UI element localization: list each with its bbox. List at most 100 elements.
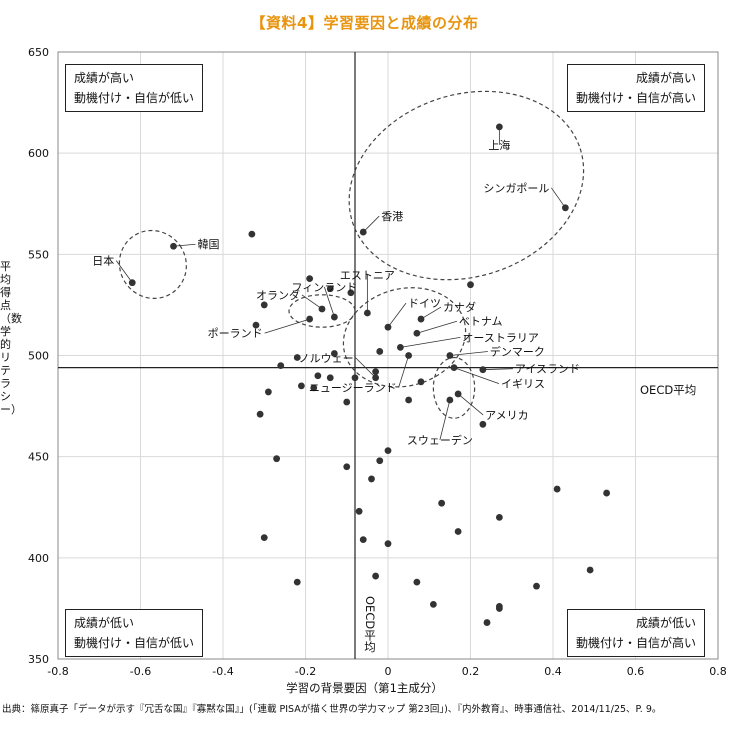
leader-line	[355, 357, 376, 379]
data-point-labeled	[417, 315, 425, 323]
data-point	[297, 382, 305, 390]
data-point	[330, 350, 338, 357]
x-tick-label: -0.6	[130, 665, 151, 678]
group-ellipse	[348, 90, 585, 281]
point-label: 香港	[381, 210, 403, 223]
data-point	[252, 321, 260, 329]
point-label: エストニア	[340, 269, 395, 282]
point-label: ニュージーランド	[309, 382, 397, 395]
quadrant-label-bottom-left: 成績が低い 動機付け・自信が低い	[65, 609, 204, 657]
leader-line	[453, 367, 500, 385]
point-label: シンガポール	[483, 182, 549, 195]
y-tick-label: 550	[28, 248, 49, 261]
data-point-labeled	[396, 344, 404, 351]
leader-line	[551, 187, 566, 209]
data-point	[248, 230, 256, 238]
leader-line	[482, 368, 513, 371]
data-point	[586, 566, 594, 574]
data-point-labeled	[446, 396, 454, 404]
data-point	[264, 388, 272, 396]
data-point	[376, 348, 384, 355]
data-point-labeled	[372, 374, 380, 382]
x-tick-label: 0.6	[627, 665, 645, 678]
data-point	[293, 354, 301, 361]
data-point	[384, 447, 392, 454]
data-point-labeled	[359, 228, 367, 236]
point-label: ベトナム	[459, 315, 503, 328]
leader-line	[449, 351, 488, 356]
point-label: 上海	[488, 138, 510, 152]
y-tick-label: 600	[28, 147, 49, 160]
data-point	[429, 600, 437, 608]
x-tick-label: 0.8	[709, 665, 727, 678]
quadrant-label-top-right: 成績が高い 動機付け・自信が高い	[567, 64, 706, 112]
point-label: ドイツ	[408, 297, 441, 310]
quadrant-line: 成績が高い	[74, 71, 135, 85]
data-point-labeled	[495, 123, 503, 131]
y-tick-label: 500	[28, 350, 49, 363]
data-point	[413, 578, 421, 586]
point-label: スウェーデン	[407, 433, 473, 447]
data-point	[355, 507, 363, 515]
data-point-labeled	[384, 323, 392, 331]
y-tick-label: 350	[28, 653, 49, 666]
data-point-labeled	[170, 242, 177, 250]
data-point	[326, 285, 334, 293]
point-label: イギリス	[501, 378, 545, 391]
data-point-labeled	[405, 352, 413, 359]
data-point-labeled	[446, 352, 454, 359]
point-label: オランダ	[256, 288, 300, 302]
y-tick-label: 400	[28, 552, 49, 565]
data-point	[343, 398, 351, 406]
data-point	[376, 457, 384, 465]
y-tick-label: 450	[28, 451, 49, 464]
data-point	[256, 410, 264, 418]
y-tick-label: 650	[28, 46, 49, 59]
point-label: アメリカ	[485, 409, 528, 422]
data-point	[553, 485, 561, 493]
leader-line	[400, 337, 461, 348]
data-point	[495, 513, 503, 521]
data-point-labeled	[318, 305, 326, 313]
point-label: オーストラリア	[462, 331, 538, 344]
scatter-chart: -0.8 -0.6 -0.4 -0.2 0 0.2 0.4 0.6 0.8 650 600 550 50…	[28, 46, 727, 678]
x-tick-label: -0.2	[295, 665, 316, 678]
oecd-vertical-label: OECD平均	[363, 596, 377, 653]
group-ellipse	[432, 356, 476, 419]
data-point	[372, 572, 380, 580]
data-point	[351, 374, 359, 382]
data-point-labeled	[413, 329, 421, 337]
point-label: 韓国	[198, 238, 220, 251]
leader-line	[416, 320, 457, 334]
leader-line	[457, 393, 484, 416]
leader-line	[323, 286, 335, 318]
leader-line	[115, 260, 133, 283]
data-point	[372, 368, 380, 376]
data-point	[495, 605, 503, 612]
data-point	[293, 578, 301, 586]
leader-line	[362, 215, 380, 233]
leader-line	[301, 294, 323, 310]
data-point	[260, 301, 268, 309]
plot-frame	[57, 51, 719, 660]
quadrant-line: 動機付け・自信が高い	[576, 91, 697, 105]
data-point-labeled	[306, 315, 314, 323]
quadrant-line: 動機付け・自信が低い	[74, 91, 195, 105]
data-point	[273, 455, 281, 463]
data-point	[359, 536, 367, 544]
data-point-labeled	[128, 279, 136, 287]
data-point-labeled	[454, 390, 462, 398]
leader-line	[398, 355, 410, 388]
data-point-labeled	[330, 313, 338, 321]
quadrant-line: 成績が高い	[636, 71, 697, 85]
data-point	[347, 289, 355, 297]
quadrant-line: 動機付け・自信が低い	[74, 636, 195, 650]
data-point	[454, 528, 462, 535]
data-point	[384, 540, 392, 548]
data-point	[438, 499, 446, 507]
data-point	[314, 372, 322, 380]
source-note: 出典：篠原真子「データが示す『冗舌な国』『寡黙な国』」(「連載 PISAが描く世…	[2, 704, 662, 715]
point-label: ノルウェー	[299, 352, 354, 365]
data-point	[603, 489, 611, 497]
group-ellipse	[118, 229, 187, 299]
